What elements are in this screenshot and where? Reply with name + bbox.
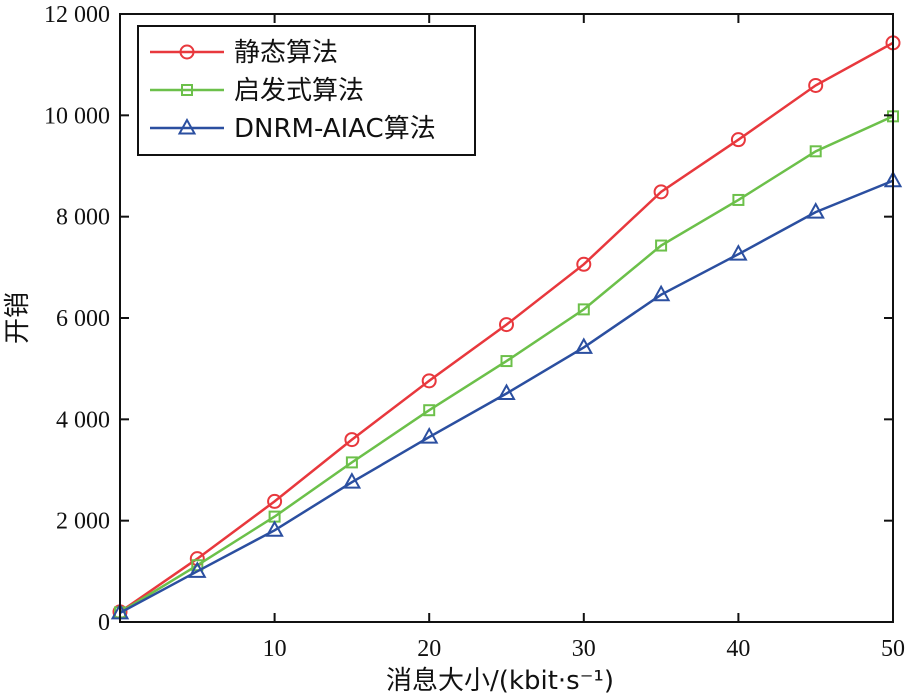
y-tick-label: 6 000 — [56, 306, 110, 332]
legend-marker — [181, 84, 193, 96]
data-point — [342, 472, 362, 489]
legend-marker — [177, 117, 197, 135]
data-point — [808, 77, 824, 93]
data-point — [344, 432, 360, 448]
data-point — [655, 239, 668, 252]
data-point — [651, 284, 671, 302]
data-point — [806, 202, 825, 219]
series-line — [119, 179, 894, 615]
x-axis-label: 消息大小/(kbit·s⁻¹) — [386, 666, 614, 696]
y-tick-label: 4 000 — [56, 407, 110, 433]
y-tick-label: 10 000 — [44, 103, 110, 129]
series-line — [119, 41, 894, 613]
x-tick-label: 20 — [417, 636, 441, 662]
series-1 — [112, 35, 901, 620]
data-point — [729, 244, 748, 261]
data-point — [188, 561, 207, 578]
legend-entry: 静态算法 — [150, 38, 338, 68]
x-tick-label: 30 — [572, 636, 596, 662]
data-point — [345, 456, 358, 469]
legend-entry: DNRM-AIAC算法 — [150, 114, 436, 144]
data-point — [574, 337, 593, 354]
data-point — [420, 427, 439, 444]
data-point — [497, 383, 516, 400]
axis-ticks: 10 20 30 40 50 0 2 000 4 000 6 000 8 000 10 000 12 … — [44, 2, 905, 662]
data-point — [653, 184, 669, 200]
y-tick-label: 2 000 — [56, 509, 110, 535]
data-point — [732, 193, 745, 206]
series-line — [119, 115, 894, 614]
data-point — [499, 317, 514, 333]
data-point — [809, 145, 822, 158]
series-layer — [110, 35, 903, 620]
legend-label: 启发式算法 — [234, 76, 364, 106]
data-point — [423, 404, 436, 417]
y-tick-label: 8 000 — [56, 205, 110, 231]
y-axis-label: 开销 — [3, 292, 33, 344]
x-tick-label: 10 — [263, 636, 287, 662]
data-point — [730, 132, 746, 148]
y-tick-label: 0 — [98, 610, 110, 636]
y-tick-label: 12 000 — [44, 2, 110, 28]
data-point — [577, 303, 590, 316]
data-point — [576, 256, 592, 272]
data-point — [265, 520, 284, 537]
legend-entry: 启发式算法 — [150, 76, 364, 106]
series-3 — [110, 170, 903, 620]
data-point — [421, 373, 437, 389]
x-tick-label: 40 — [726, 636, 750, 662]
series-2 — [114, 110, 899, 619]
legend-marker — [179, 44, 195, 60]
data-point — [500, 355, 513, 368]
data-point — [267, 493, 283, 509]
legend-label: DNRM-AIAC算法 — [234, 114, 436, 144]
x-tick-label: 50 — [881, 636, 905, 662]
legend-label: 静态算法 — [234, 38, 338, 68]
